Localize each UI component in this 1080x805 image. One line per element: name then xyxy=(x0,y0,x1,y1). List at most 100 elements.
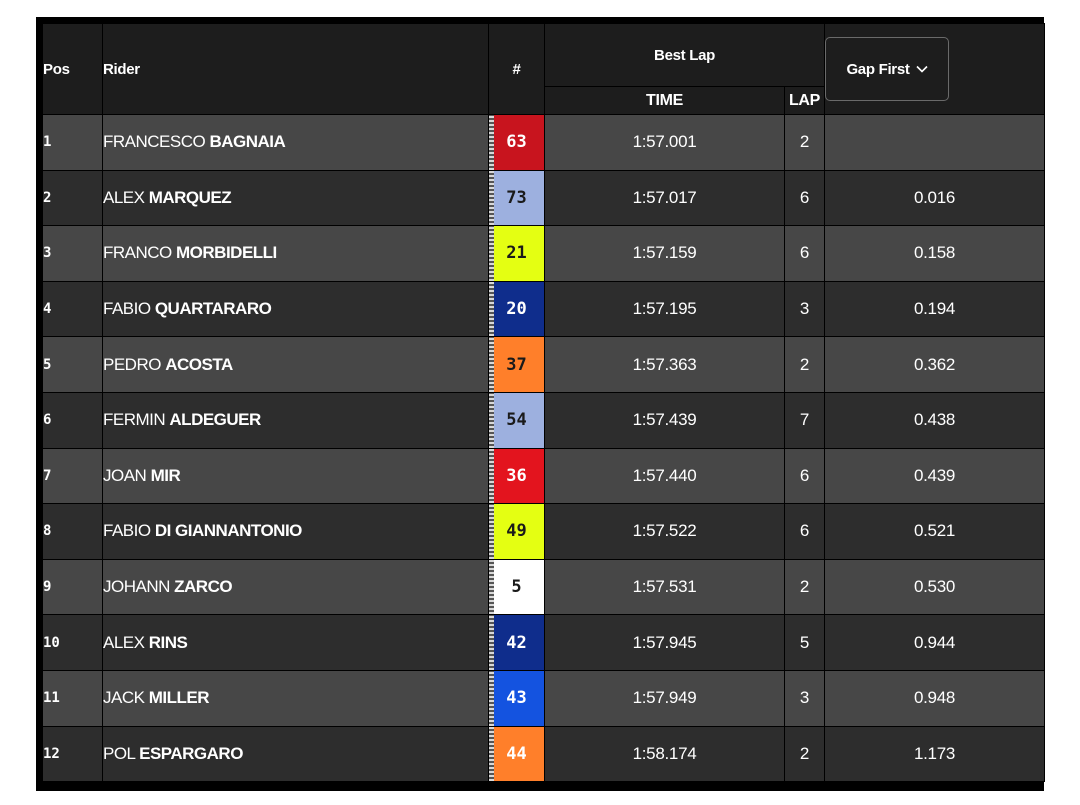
rider-number: 73 xyxy=(506,187,527,208)
table-row: 4 FABIO QUARTARARO 20 1:57.195 3 0.194 xyxy=(42,280,1046,338)
row-pos: 11 xyxy=(42,669,103,727)
header-number: # xyxy=(488,23,545,115)
row-rider[interactable]: FRANCESCO BAGNAIA xyxy=(102,114,489,171)
row-pos: 4 xyxy=(42,280,103,338)
row-pos: 12 xyxy=(42,725,103,783)
table-header: Pos Rider # Best Lap Gap First TIME LAP xyxy=(42,23,1046,115)
row-rider[interactable]: JACK MILLER xyxy=(102,669,489,727)
rider-last-name: MORBIDELLI xyxy=(176,243,277,263)
rider-last-name: ESPARGARO xyxy=(139,743,243,763)
row-rider[interactable]: FRANCO MORBIDELLI xyxy=(102,225,489,282)
best-lap-time: 1:57.017 xyxy=(544,169,785,227)
rider-last-name: QUARTARARO xyxy=(154,299,272,319)
table-row: 9 JOHANN ZARCO 5 1:57.531 2 0.530 xyxy=(42,558,1046,616)
header-best-lap: Best Lap xyxy=(543,23,826,87)
rider-number-badge: 73 xyxy=(488,169,545,227)
row-rider[interactable]: ALEX RINS xyxy=(102,614,489,671)
table-row: 5 PEDRO ACOSTA 37 1:57.363 2 0.362 xyxy=(42,336,1046,393)
rider-number: 63 xyxy=(506,132,527,153)
rider-first-name: FABIO xyxy=(103,521,152,541)
table-row: 12 POL ESPARGARO 44 1:58.174 2 1.173 xyxy=(42,725,1046,783)
rider-last-name: MILLER xyxy=(148,688,210,708)
dotted-stripe xyxy=(489,171,494,225)
best-lap-number: 2 xyxy=(783,114,826,171)
rider-number: 36 xyxy=(506,465,527,486)
row-rider[interactable]: PEDRO ACOSTA xyxy=(102,336,489,393)
dotted-stripe xyxy=(489,504,494,559)
gap-first: 0.158 xyxy=(824,225,1046,282)
gap-first: 0.948 xyxy=(824,669,1046,727)
rider-number-badge: 63 xyxy=(488,114,545,171)
rider-number-badge: 54 xyxy=(488,391,545,449)
rider-first-name: JACK xyxy=(103,688,145,708)
table-body: 1 FRANCESCO BAGNAIA 63 1:57.001 2 2 ALEX MARQU… xyxy=(42,114,1046,783)
best-lap-time: 1:57.945 xyxy=(544,614,785,671)
best-lap-number: 3 xyxy=(783,280,826,338)
rider-first-name: FERMIN xyxy=(103,410,166,430)
header-lap: LAP xyxy=(783,86,826,115)
rider-first-name: FRANCESCO xyxy=(103,132,206,152)
best-lap-time: 1:57.001 xyxy=(544,114,785,171)
rider-number-badge: 20 xyxy=(488,280,545,338)
header-time: TIME xyxy=(544,86,785,115)
best-lap-number: 3 xyxy=(783,669,826,727)
dotted-stripe xyxy=(489,226,494,281)
table-row: 3 FRANCO MORBIDELLI 21 1:57.159 6 0.158 xyxy=(42,225,1046,282)
row-rider[interactable]: JOHANN ZARCO xyxy=(102,558,489,616)
rider-number: 42 xyxy=(506,632,527,653)
row-rider[interactable]: POL ESPARGARO xyxy=(102,725,489,783)
chevron-down-icon xyxy=(916,65,928,73)
rider-first-name: FABIO xyxy=(103,299,152,319)
rider-last-name: ALDEGUER xyxy=(169,410,261,430)
rider-number: 44 xyxy=(506,743,527,764)
gap-first: 0.362 xyxy=(824,336,1046,393)
rider-last-name: MARQUEZ xyxy=(148,187,232,207)
row-rider[interactable]: FABIO DI GIANNANTONIO xyxy=(102,503,489,560)
rider-number-badge: 49 xyxy=(488,503,545,560)
best-lap-number: 6 xyxy=(783,447,826,505)
rider-first-name: ALEX xyxy=(103,187,145,207)
gap-first xyxy=(824,114,1046,171)
row-pos: 7 xyxy=(42,447,103,505)
gap-first-dropdown[interactable]: Gap First xyxy=(825,37,950,101)
dotted-stripe xyxy=(489,282,494,336)
gap-first: 0.521 xyxy=(824,503,1046,560)
header-pos: Pos xyxy=(42,23,103,115)
best-lap-time: 1:57.440 xyxy=(544,447,785,505)
rider-number-badge: 21 xyxy=(488,225,545,282)
row-pos: 9 xyxy=(42,558,103,616)
best-lap-time: 1:57.439 xyxy=(544,391,785,449)
row-rider[interactable]: FERMIN ALDEGUER xyxy=(102,391,489,449)
rider-first-name: FRANCO xyxy=(103,243,173,263)
header-gap-first: Gap First xyxy=(824,23,1046,115)
table-row: 8 FABIO DI GIANNANTONIO 49 1:57.522 6 0.521 xyxy=(42,503,1046,560)
gap-first: 0.530 xyxy=(824,558,1046,616)
row-pos: 1 xyxy=(42,114,103,171)
best-lap-time: 1:57.195 xyxy=(544,280,785,338)
best-lap-time: 1:57.159 xyxy=(544,225,785,282)
table-row: 7 JOAN MIR 36 1:57.440 6 0.439 xyxy=(42,447,1046,505)
rider-first-name: PEDRO xyxy=(103,354,162,374)
table-row: 1 FRANCESCO BAGNAIA 63 1:57.001 2 xyxy=(42,114,1046,171)
header-rider: Rider xyxy=(102,23,489,115)
rider-number-badge: 43 xyxy=(488,669,545,727)
rider-last-name: BAGNAIA xyxy=(209,132,286,152)
rider-number: 49 xyxy=(506,521,527,542)
best-lap-time: 1:57.531 xyxy=(544,558,785,616)
table-row: 6 FERMIN ALDEGUER 54 1:57.439 7 0.438 xyxy=(42,391,1046,449)
row-rider[interactable]: FABIO QUARTARARO xyxy=(102,280,489,338)
dotted-stripe xyxy=(489,727,494,781)
rider-first-name: POL xyxy=(103,743,136,763)
rider-number-badge: 36 xyxy=(488,447,545,505)
best-lap-number: 6 xyxy=(783,169,826,227)
dotted-stripe xyxy=(489,393,494,448)
rider-number-badge: 42 xyxy=(488,614,545,671)
table-row: 11 JACK MILLER 43 1:57.949 3 0.948 xyxy=(42,669,1046,727)
rider-last-name: DI GIANNANTONIO xyxy=(154,521,303,541)
rider-last-name: ACOSTA xyxy=(165,354,233,374)
dotted-stripe xyxy=(489,671,494,726)
rider-last-name: ZARCO xyxy=(174,577,233,597)
row-rider[interactable]: ALEX MARQUEZ xyxy=(102,169,489,227)
dotted-stripe xyxy=(489,449,494,503)
row-rider[interactable]: JOAN MIR xyxy=(102,447,489,505)
